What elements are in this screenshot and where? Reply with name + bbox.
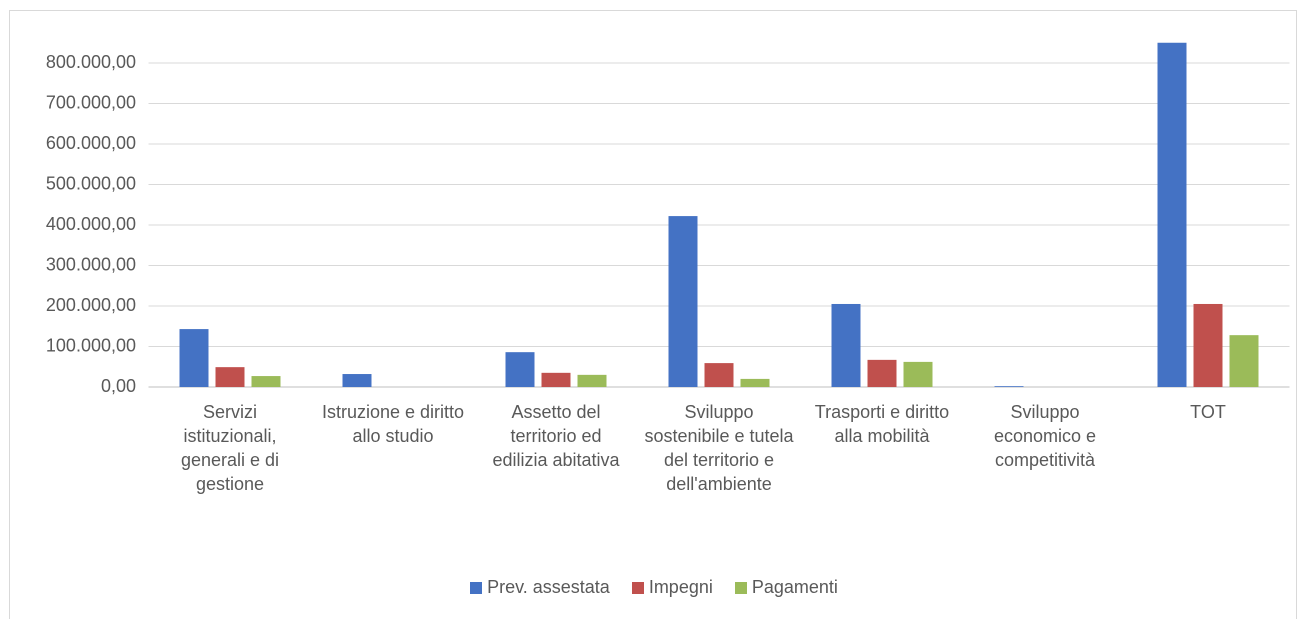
bar <box>505 352 535 387</box>
y-tick-label: 800.000,00 <box>46 52 136 72</box>
chart-frame <box>9 10 1297 619</box>
legend-item: Pagamenti <box>734 577 838 598</box>
bar <box>215 367 245 387</box>
y-tick-label: 0,00 <box>101 376 136 396</box>
x-tick-label: Istruzione e diritto allo studio <box>321 402 465 446</box>
bar <box>994 386 1024 387</box>
legend-swatch <box>470 581 483 594</box>
bar <box>903 361 933 387</box>
bar <box>668 216 698 387</box>
x-tick-label: Sviluppo economico e competitività <box>993 402 1097 470</box>
x-tick-label: Trasporti e diritto alla mobilità <box>814 402 950 446</box>
bar <box>867 359 897 387</box>
bar <box>1193 303 1223 387</box>
bar <box>251 376 281 387</box>
x-tick-label: Servizi istituzionali, generali e di ges… <box>180 402 280 494</box>
legend: Prev. assestata Impegni Pagamenti <box>0 577 1308 598</box>
bar <box>831 303 861 387</box>
bar <box>704 363 734 387</box>
y-tick-label: 400.000,00 <box>46 214 136 234</box>
legend-swatch <box>631 581 644 594</box>
y-tick-label: 100.000,00 <box>46 335 136 355</box>
legend-label: Prev. assestata <box>487 577 610 597</box>
y-tick-label: 300.000,00 <box>46 254 136 274</box>
bar <box>577 374 607 387</box>
x-tick-label: Sviluppo sostenibile e tutela del territ… <box>644 402 794 494</box>
x-tick-label: TOT <box>1190 402 1226 422</box>
y-tick-label: 200.000,00 <box>46 295 136 315</box>
bar <box>342 374 372 387</box>
legend-label: Pagamenti <box>751 577 838 597</box>
legend-item: Prev. assestata <box>470 577 610 598</box>
y-tick-label: 500.000,00 <box>46 173 136 193</box>
legend-item: Impegni <box>631 577 713 598</box>
legend-label: Impegni <box>648 577 713 597</box>
y-tick-label: 600.000,00 <box>46 133 136 153</box>
bar <box>1157 42 1187 387</box>
legend-swatch <box>734 581 747 594</box>
bar <box>179 329 209 387</box>
bar <box>740 378 770 387</box>
bar <box>541 372 571 387</box>
y-tick-label: 700.000,00 <box>46 92 136 112</box>
x-tick-label: Assetto del territorio ed edilizia abita… <box>492 402 620 470</box>
bar <box>1229 335 1259 387</box>
